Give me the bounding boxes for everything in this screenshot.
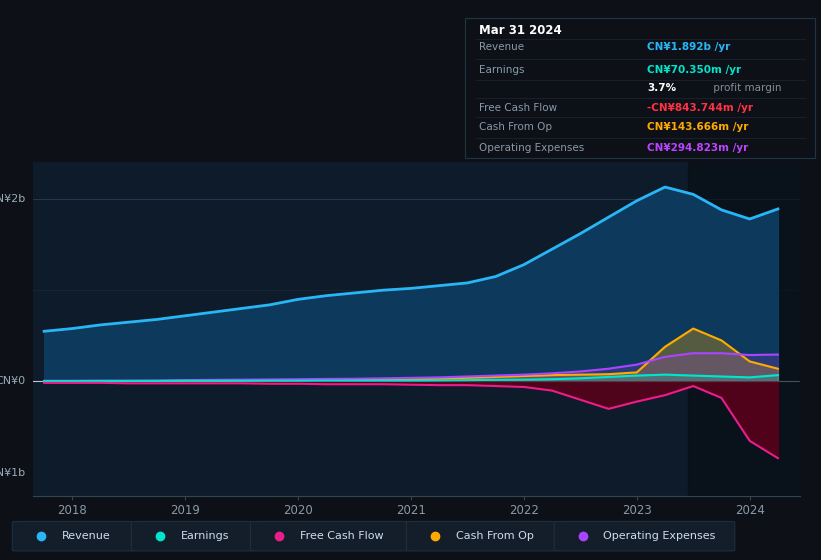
Text: CN¥2b: CN¥2b: [0, 194, 25, 204]
Text: Operating Expenses: Operating Expenses: [479, 143, 585, 153]
Text: -CN¥1b: -CN¥1b: [0, 468, 25, 478]
Text: CN¥0: CN¥0: [0, 376, 25, 386]
FancyBboxPatch shape: [250, 521, 410, 551]
Text: Cash From Op: Cash From Op: [479, 122, 552, 132]
Text: Cash From Op: Cash From Op: [456, 531, 534, 541]
Text: Earnings: Earnings: [479, 65, 525, 75]
Text: CN¥70.350m /yr: CN¥70.350m /yr: [647, 65, 741, 75]
FancyBboxPatch shape: [406, 521, 558, 551]
Text: 3.7%: 3.7%: [647, 83, 677, 93]
FancyBboxPatch shape: [131, 521, 255, 551]
Text: CN¥143.666m /yr: CN¥143.666m /yr: [647, 122, 749, 132]
Text: Revenue: Revenue: [62, 531, 110, 541]
Text: Free Cash Flow: Free Cash Flow: [300, 531, 383, 541]
Bar: [687, 162, 800, 496]
Text: Revenue: Revenue: [479, 43, 524, 53]
Text: Free Cash Flow: Free Cash Flow: [479, 102, 557, 113]
Text: profit margin: profit margin: [710, 83, 782, 93]
Text: CN¥294.823m /yr: CN¥294.823m /yr: [647, 143, 748, 153]
Text: Earnings: Earnings: [181, 531, 229, 541]
Text: Operating Expenses: Operating Expenses: [603, 531, 716, 541]
FancyBboxPatch shape: [12, 521, 135, 551]
FancyBboxPatch shape: [554, 521, 735, 551]
Text: CN¥1.892b /yr: CN¥1.892b /yr: [647, 43, 730, 53]
Text: Mar 31 2024: Mar 31 2024: [479, 24, 562, 37]
Text: -CN¥843.744m /yr: -CN¥843.744m /yr: [647, 102, 753, 113]
